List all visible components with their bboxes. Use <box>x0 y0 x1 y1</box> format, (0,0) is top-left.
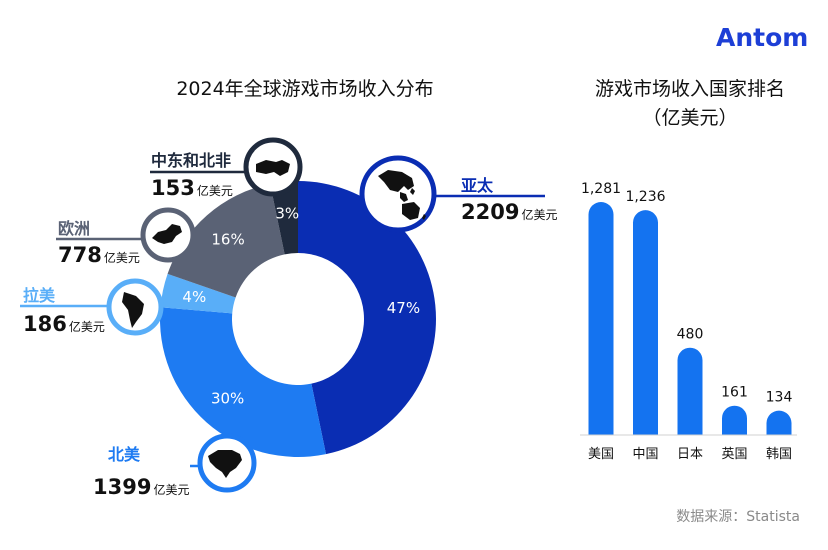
latin-america-map-icon <box>122 292 144 328</box>
europe-map-icon <box>152 224 182 244</box>
bar-category-label-1: 美国 <box>588 447 614 462</box>
mena-map-icon <box>256 160 290 176</box>
slice-mena <box>270 181 298 255</box>
value-asia-pacific: 2209 亿美元 <box>461 200 557 224</box>
percent-label-north-america: 30% <box>211 389 244 407</box>
map-badge-north-america <box>197 433 257 493</box>
bar-chart: 1,281 美国 1,236 中国 480 日本 161 英国 134 韩国 <box>581 181 792 462</box>
donut-chart <box>160 181 437 457</box>
bar-value-label-3: 480 <box>677 327 704 343</box>
value-north-america: 1399 亿美元 <box>93 475 189 499</box>
bar-value-label-4: 161 <box>721 385 748 401</box>
label-mena: 中东和北非 <box>151 151 231 170</box>
source-note: 数据来源：Statista <box>676 509 800 525</box>
bar-title-line1: 游戏市场收入国家排名 <box>595 78 785 100</box>
value-mena: 153 亿美元 <box>151 176 233 200</box>
value-europe: 778 亿美元 <box>58 243 140 267</box>
bar-2 <box>633 210 658 435</box>
bar-5 <box>766 410 792 435</box>
bar-value-label-5: 134 <box>766 390 793 406</box>
slice-europe <box>167 183 285 298</box>
bar-value-label-2: 1,236 <box>625 189 665 205</box>
brand-logo: Antom <box>716 23 808 52</box>
percent-label-mena: 3% <box>275 205 299 223</box>
donut-title: 2024年全球游戏市场收入分布 <box>176 78 433 100</box>
value-latin-america: 186 亿美元 <box>23 312 105 336</box>
label-asia-pacific: 亚太 <box>461 176 494 195</box>
map-badge-latin-america <box>106 278 164 336</box>
bar-category-label-4: 英国 <box>721 447 747 462</box>
bar-category-label-3: 日本 <box>677 447 703 462</box>
bar-3 <box>677 347 703 435</box>
bar-category-label-2: 中国 <box>632 447 658 462</box>
label-europe: 欧洲 <box>58 219 90 238</box>
percent-label-europe: 16% <box>211 230 244 248</box>
bar-1 <box>588 202 614 435</box>
slice-north-america <box>160 307 326 457</box>
percent-label-asia-pacific: 47% <box>387 299 420 317</box>
bar-title-line2: （亿美元） <box>642 107 737 129</box>
north-america-map-icon <box>208 450 242 478</box>
donut-percent-labels: 47% 30% 4% 16% 3% <box>182 205 420 408</box>
map-badge-mena <box>243 137 303 197</box>
bar-category-label-5: 韩国 <box>766 447 792 462</box>
asia-pacific-map-icon <box>378 170 426 220</box>
label-north-america: 北美 <box>108 445 141 464</box>
slice-latin-america <box>160 273 236 314</box>
map-badge-europe <box>140 207 196 263</box>
slice-asia-pacific <box>298 181 437 455</box>
map-badge-asia-pacific <box>359 155 437 233</box>
label-latin-america: 拉美 <box>23 286 56 305</box>
bar-value-label-1: 1,281 <box>581 181 621 197</box>
percent-label-latin-america: 4% <box>182 288 206 306</box>
bar-4 <box>722 405 747 435</box>
